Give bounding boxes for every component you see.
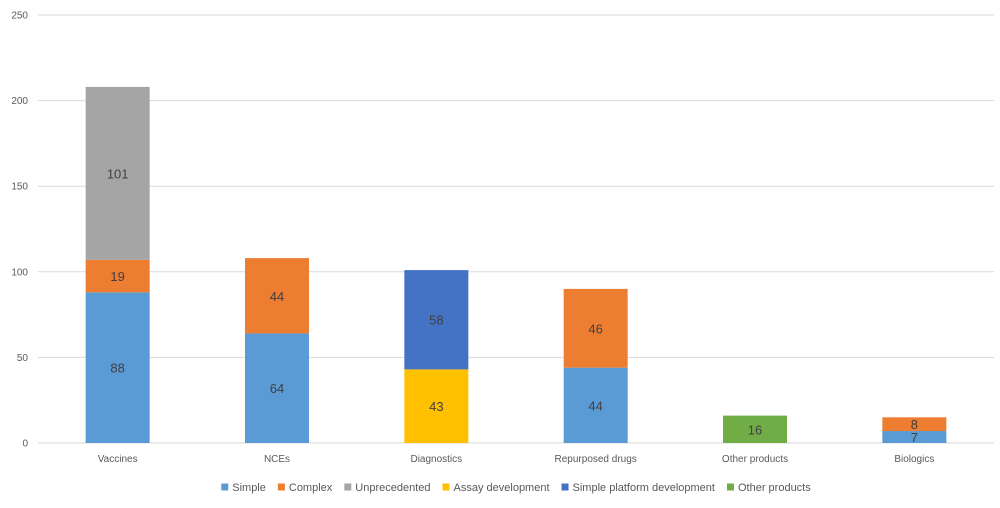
y-tick-label: 250 [11,11,28,22]
bar-segment [245,258,309,334]
legend-label: Simple platform development [573,482,715,494]
x-tick-label: Other products [722,454,788,465]
legend-swatch [277,483,285,491]
legend-label: Complex [289,482,333,494]
data-label: 16 [748,422,762,437]
bar-segment [404,270,469,370]
data-label: 101 [107,166,129,181]
data-label: 64 [270,381,284,396]
legend-swatch [221,483,229,491]
bar-segment [882,417,947,432]
x-tick-label: Diagnostics [410,454,462,465]
legend-label: Simple [232,482,266,494]
data-label: 88 [110,361,124,376]
bar-segment [85,86,150,260]
data-label: 44 [588,398,602,413]
bar-segment [85,292,150,443]
data-label: 7 [911,430,918,445]
data-label: 43 [429,399,443,414]
y-tick-label: 150 [11,182,28,193]
legend-label: Other products [738,482,811,494]
y-tick-label: 0 [22,439,28,450]
y-tick-label: 50 [17,353,29,364]
legend-swatch [726,483,734,491]
data-label: 46 [588,321,602,336]
data-label: 44 [270,289,284,304]
y-tick-label: 100 [11,267,28,278]
bar-segment [563,288,628,368]
bar-segment [723,415,787,443]
bar-segment [85,259,150,293]
data-label: 19 [110,269,124,284]
bar-segment [882,431,947,443]
data-label: 8 [911,417,918,432]
y-tick-label: 200 [11,96,28,107]
bar-segment [245,333,309,443]
x-tick-label: NCEs [264,454,290,465]
x-tick-label: Repurposed drugs [555,454,637,465]
legend-label: Unprecedented [355,482,430,494]
bar-segment [404,369,469,443]
legend-swatch [344,483,352,491]
bar-segment [563,367,628,443]
legend-label: Assay development [454,482,550,494]
legend-swatch [561,483,569,491]
data-label: 58 [429,313,443,328]
x-tick-label: Biologics [894,454,934,465]
x-tick-label: Vaccines [98,454,138,465]
legend-swatch [442,483,450,491]
